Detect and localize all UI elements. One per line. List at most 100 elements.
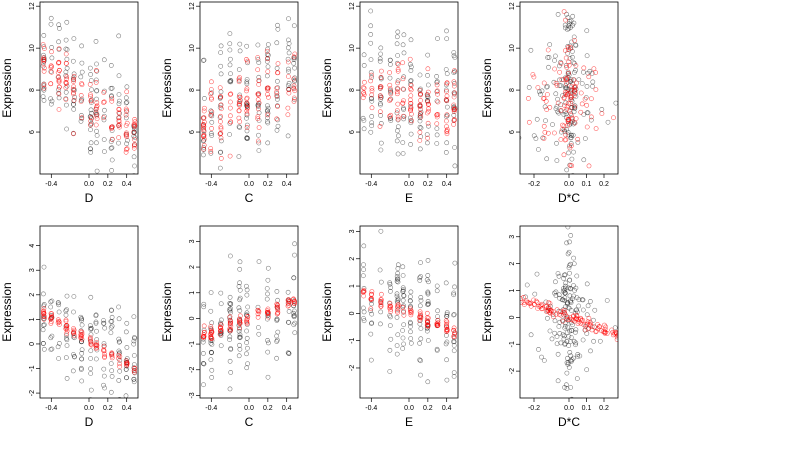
fitted-point — [434, 112, 440, 118]
observed-point — [377, 267, 383, 273]
observed-point — [565, 218, 569, 222]
fitted-point — [541, 96, 546, 102]
observed-point — [566, 365, 572, 370]
observed-point — [434, 79, 440, 84]
fitted-point — [572, 318, 577, 324]
fitted-point — [388, 309, 394, 314]
fitted-point — [589, 114, 594, 120]
observed-point — [567, 239, 572, 245]
observed-point — [572, 103, 578, 109]
fitted-point — [218, 130, 224, 136]
observed-point — [395, 266, 401, 271]
observed-point — [563, 83, 568, 89]
fitted-point — [589, 96, 594, 102]
fitted-point — [71, 131, 76, 137]
observed-point — [526, 85, 532, 90]
observed-point — [209, 350, 214, 355]
observed-point — [227, 328, 233, 334]
observed-point — [395, 151, 401, 157]
fitted-point — [426, 108, 431, 114]
observed-point — [78, 365, 84, 371]
fitted-point — [581, 65, 587, 71]
observed-point — [572, 288, 577, 293]
observed-point — [369, 321, 374, 326]
observed-point — [451, 70, 457, 75]
observed-point — [452, 284, 457, 290]
observed-point — [400, 151, 406, 156]
observed-point — [48, 101, 54, 107]
observed-point — [553, 53, 558, 59]
fitted-point — [548, 308, 554, 313]
fitted-point — [574, 313, 580, 318]
fitted-point — [575, 321, 581, 326]
y-axis-label: Expression — [320, 282, 334, 341]
observed-point — [244, 351, 249, 357]
observed-point — [78, 74, 84, 80]
fitted-point — [218, 156, 224, 161]
observed-point — [444, 104, 450, 110]
y-tick-label: -3 — [189, 392, 196, 398]
fitted-point — [451, 334, 456, 339]
points-layer — [520, 9, 618, 174]
observed-point — [557, 63, 562, 69]
fitted-point — [265, 92, 270, 97]
observed-point — [108, 389, 114, 395]
observed-point — [394, 291, 400, 297]
fitted-point — [561, 9, 567, 14]
observed-point — [538, 91, 543, 97]
observed-point — [369, 311, 375, 317]
observed-point — [244, 283, 249, 289]
observed-point — [387, 57, 393, 63]
fitted-point — [64, 61, 69, 66]
observed-point — [569, 156, 575, 162]
y-tick-label: -1 — [189, 341, 196, 347]
observed-point — [292, 320, 298, 326]
observed-point — [394, 278, 400, 284]
fitted-point — [566, 70, 571, 76]
fitted-point — [378, 84, 384, 90]
x-tick-label: 0.4 — [122, 181, 132, 188]
observed-point — [244, 287, 250, 293]
observed-point — [369, 75, 374, 80]
fitted-point — [237, 99, 243, 104]
observed-point — [368, 331, 374, 337]
fitted-point — [244, 96, 250, 102]
fitted-point — [88, 92, 93, 98]
fitted-point — [407, 56, 413, 62]
fitted-point — [286, 87, 292, 93]
fitted-point — [452, 106, 458, 112]
fitted-point — [528, 300, 534, 306]
fitted-point — [582, 327, 588, 333]
fitted-point — [541, 123, 547, 129]
fitted-point — [109, 355, 115, 361]
observed-point — [109, 314, 115, 320]
observed-point — [584, 367, 590, 373]
observed-point — [451, 348, 457, 354]
points-layer — [200, 16, 298, 171]
x-tick-label: 0.2 — [103, 181, 113, 188]
fitted-point — [116, 352, 122, 358]
chart-panel-1: -0.4 0.0 0.2 0.4 6 8 10 12 D Expression — [0, 1, 139, 205]
fitted-point — [552, 66, 557, 72]
observed-point — [570, 13, 576, 19]
observed-point — [291, 57, 297, 62]
fitted-point — [395, 80, 400, 86]
y-tick-label: 10 — [349, 44, 356, 52]
fitted-point — [578, 90, 584, 96]
observed-point — [580, 307, 586, 313]
points-layer — [40, 264, 138, 398]
fitted-point — [566, 59, 572, 65]
observed-point — [209, 375, 215, 380]
fitted-point — [434, 82, 440, 88]
observed-point — [581, 112, 587, 117]
observed-point — [117, 339, 123, 344]
observed-point — [395, 296, 401, 301]
observed-point — [426, 301, 431, 307]
observed-point — [567, 350, 573, 355]
fitted-point — [209, 109, 215, 115]
fitted-point — [275, 303, 280, 308]
observed-point — [584, 53, 590, 59]
observed-point — [208, 150, 214, 156]
observed-point — [200, 339, 206, 345]
observed-point — [64, 56, 70, 62]
